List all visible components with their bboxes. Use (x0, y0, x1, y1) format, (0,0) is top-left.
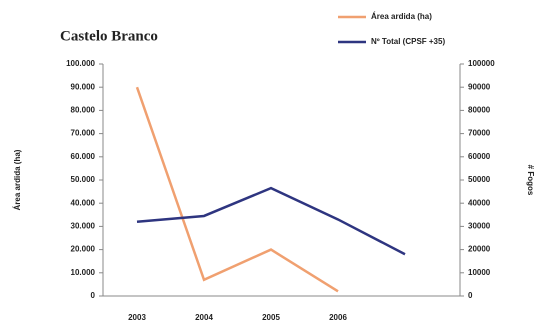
y-tick-label: 100.000 (66, 59, 95, 68)
y2-tick-label: 10000 (468, 268, 491, 277)
y2-tick-label: 70000 (468, 129, 491, 138)
y-tick-label: 30.000 (71, 222, 96, 231)
y2-tick-label: 30000 (468, 222, 491, 231)
y-tick-label: 10.000 (71, 268, 96, 277)
y2-tick-label: 40000 (468, 198, 491, 207)
y2-tick-label: 60000 (468, 152, 491, 161)
y2-tick-label: 0 (468, 291, 473, 300)
series-line (136, 186, 406, 256)
y-tick-label: 90.000 (71, 82, 96, 91)
y-tick-label: 20.000 (71, 245, 96, 254)
x-tick-label: 2005 (262, 313, 280, 322)
y-tick-label: 70.000 (71, 129, 96, 138)
y-axis-label: Área ardida (ha) (13, 149, 22, 210)
x-tick-label: 2004 (195, 313, 213, 322)
series-line (135, 86, 339, 293)
y-tick-label: 50.000 (71, 175, 96, 184)
chart-title: Castelo Branco (60, 28, 158, 44)
y2-tick-label: 80000 (468, 106, 491, 115)
x-tick-label: 2006 (329, 313, 347, 322)
legend-label: Área ardida (ha) (371, 12, 432, 21)
legend-label: Nº Total (CPSF +35) (371, 37, 445, 46)
y-tick-label: 80.000 (71, 106, 96, 115)
y2-axis-label: # Fogos (526, 165, 535, 196)
y-tick-label: 60.000 (71, 152, 96, 161)
x-tick-label: 2003 (128, 313, 146, 322)
y2-tick-label: 90000 (468, 82, 491, 91)
y-tick-label: 40.000 (71, 198, 96, 207)
y2-tick-label: 50000 (468, 175, 491, 184)
y2-tick-label: 100000 (468, 59, 495, 68)
y2-tick-label: 20000 (468, 245, 491, 254)
y-tick-label: 0 (91, 291, 96, 300)
